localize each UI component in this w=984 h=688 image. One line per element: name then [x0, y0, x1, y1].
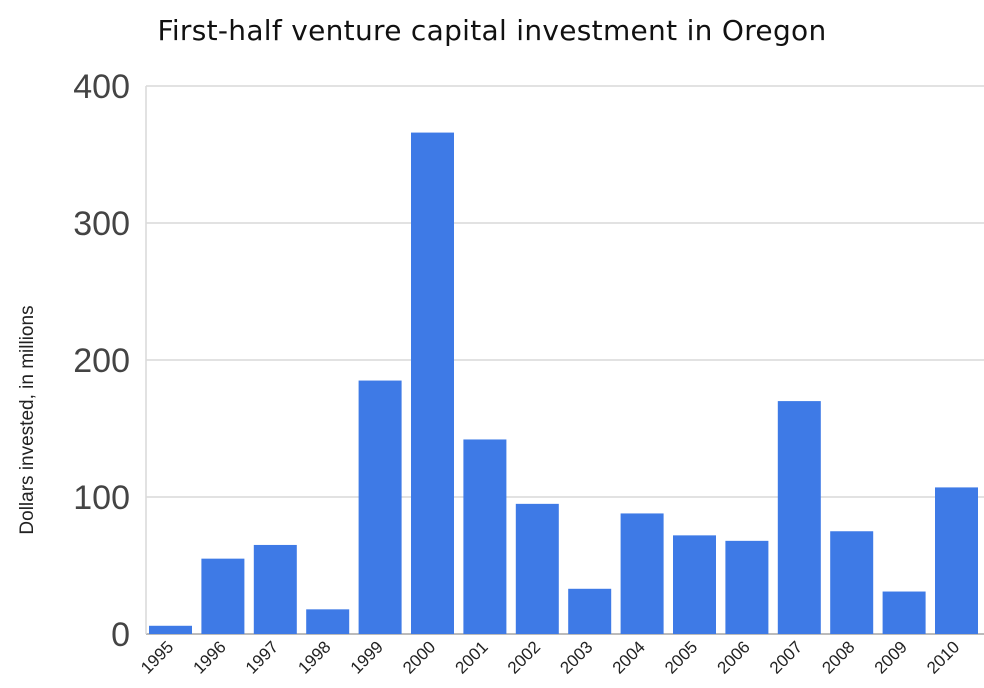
bar-1996: [201, 558, 245, 634]
x-tick-label: 2009: [871, 637, 911, 677]
bar-2006: [725, 540, 769, 634]
x-tick-label: 1995: [137, 637, 177, 677]
chart-title: First-half venture capital investment in…: [157, 14, 827, 47]
bar-1999: [358, 380, 402, 634]
x-tick-label: 1997: [242, 637, 282, 677]
x-tick-label: 2005: [661, 637, 701, 677]
x-tick-label: 2002: [504, 637, 544, 677]
x-tick-label: 1998: [294, 637, 334, 677]
x-tick-label: 2010: [923, 637, 963, 677]
y-tick-label: 300: [73, 205, 130, 243]
x-tick-label: 2006: [714, 637, 754, 677]
x-tick-label: 2008: [818, 637, 858, 677]
y-tick-label: 100: [73, 479, 130, 517]
bar-1997: [253, 544, 297, 634]
x-tick-label: 2000: [399, 637, 439, 677]
bar-2001: [463, 439, 507, 634]
x-axis-ticks: 1995 1996 1997 1998 1999 2000 2001 2002 2003 2004…: [137, 637, 963, 677]
bar-2005: [673, 535, 716, 634]
bar-2004: [620, 513, 664, 634]
x-tick-label: 2003: [556, 637, 596, 677]
y-tick-label: 0: [111, 616, 130, 654]
bar-2010: [935, 487, 978, 634]
bar-1995: [149, 625, 192, 634]
bar-2002: [515, 503, 559, 634]
bar-1998: [306, 609, 350, 634]
bar-2000: [411, 132, 454, 634]
bar-2008: [830, 531, 874, 634]
y-tick-label: 200: [73, 342, 130, 380]
x-tick-label: 2007: [766, 637, 806, 677]
y-axis-ticks: 0 100 200 300 400: [73, 68, 130, 654]
x-tick-label: 2004: [609, 637, 649, 677]
bar-2003: [568, 588, 612, 634]
y-tick-label: 400: [73, 68, 130, 106]
bar-2009: [882, 591, 926, 634]
bar-2007: [777, 401, 821, 634]
x-tick-label: 2001: [452, 637, 492, 677]
x-tick-label: 1996: [190, 637, 230, 677]
bars: [149, 132, 978, 634]
x-tick-label: 1999: [347, 637, 387, 677]
